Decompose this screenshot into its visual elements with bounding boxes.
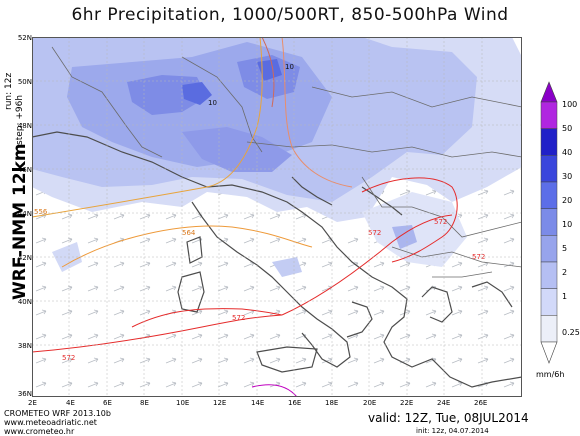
lat-label: 50N: [17, 78, 32, 86]
lat-label: 46N: [17, 166, 32, 174]
legend-top-arrow: [540, 81, 558, 103]
contour-label-556: 556: [34, 208, 48, 216]
lon-label: 12E: [213, 399, 227, 407]
legend-swatch: [540, 288, 558, 316]
map-title: 6hr Precipitation, 1000/500RT, 850-500hP…: [71, 5, 509, 25]
legend-swatch: [540, 315, 558, 343]
legend-swatch: [540, 101, 558, 129]
legend-label: 5: [562, 244, 568, 253]
lon-label: 6E: [103, 399, 112, 407]
lat-label: 40N: [17, 298, 32, 306]
map-frame: [32, 37, 522, 397]
lon-label: 26E: [474, 399, 488, 407]
thickness-contours: [32, 37, 458, 397]
legend-swatch: [540, 181, 558, 209]
lon-label: 20E: [363, 399, 377, 407]
legend-label: 1: [562, 292, 568, 301]
contour-label-572-d: 572: [434, 218, 447, 226]
legend-bottom-arrow: [540, 341, 558, 364]
precip-label-10-a: 10: [208, 99, 217, 107]
legend-label: 0.25: [562, 328, 580, 337]
longitude-labels: 2E 4E 6E 8E 10E 12E 14E 16E 18E 20E 22E …: [28, 399, 532, 409]
legend-units: mm/6h: [536, 370, 565, 379]
legend-swatch: [540, 155, 558, 183]
precip-label-10-b: 10: [285, 63, 294, 71]
contour-label-572-c: 572: [368, 229, 381, 237]
legend-label: 2: [562, 268, 568, 277]
legend-label: 20: [562, 196, 573, 205]
legend-colorbar: [540, 81, 558, 364]
legend-label: 40: [562, 148, 573, 157]
valid-time: valid: 12Z, Tue, 08JUL2014: [368, 411, 529, 425]
legend-label: 100: [562, 100, 578, 109]
legend-label: 30: [562, 172, 573, 181]
graticule: [32, 37, 522, 397]
lon-label: 24E: [437, 399, 451, 407]
lon-label: 22E: [400, 399, 414, 407]
lon-label: 18E: [325, 399, 339, 407]
legend-swatch: [540, 208, 558, 236]
init-time: init: 12z, 04.07.2014: [416, 427, 489, 435]
lon-label: 14E: [251, 399, 265, 407]
lon-label: 16E: [288, 399, 302, 407]
legend-label: 10: [562, 220, 573, 229]
coastlines: [32, 131, 522, 388]
lat-label: 48N: [17, 122, 32, 130]
precipitation-map: 556 564 572 572 572 572 572 10 10: [32, 37, 522, 397]
contour-label-572-b: 572: [232, 314, 245, 322]
lon-label: 10E: [176, 399, 190, 407]
precipitation-field: [32, 37, 522, 277]
lat-label: 52N: [17, 34, 32, 42]
contour-label-564: 564: [182, 229, 196, 237]
legend-swatch: [540, 128, 558, 156]
lat-label: 36N: [17, 390, 32, 398]
lon-label: 8E: [140, 399, 149, 407]
legend-label: 50: [562, 124, 573, 133]
lon-label: 2E: [28, 399, 37, 407]
lon-label: 4E: [66, 399, 75, 407]
website-link-1[interactable]: www.meteoadriatic.net: [4, 418, 97, 427]
lat-label: 44N: [17, 210, 32, 218]
product-label: CROMETEO WRF 2013.10b: [4, 409, 111, 418]
latitude-labels: 52N 50N 48N 46N 44N 42N 40N 38N 36N: [6, 30, 32, 400]
contour-label-572-e: 572: [472, 253, 485, 261]
lat-label: 38N: [17, 342, 32, 350]
legend-swatch: [540, 261, 558, 289]
contour-label-572-a: 572: [62, 354, 75, 362]
website-link-2[interactable]: www.crometeo.hr: [4, 427, 75, 436]
legend-swatch: [540, 235, 558, 263]
lat-label: 42N: [17, 254, 32, 262]
